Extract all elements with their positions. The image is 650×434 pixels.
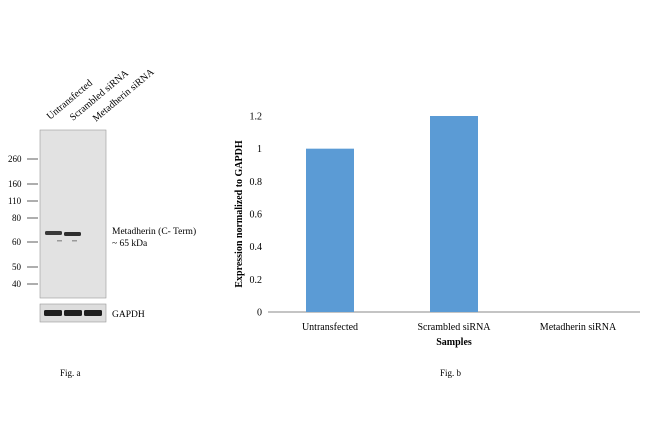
marker-label: 110 (8, 196, 22, 206)
blot-membrane (39, 129, 107, 299)
y-tick-label: 0 (257, 308, 262, 319)
gapdh-label: GAPDH (112, 310, 145, 320)
marker-label: 160 (8, 179, 22, 189)
marker-label: 260 (8, 154, 22, 164)
band-untransfected (45, 231, 62, 235)
x-axis-label: Samples (436, 337, 472, 348)
gapdh-band-2 (64, 310, 82, 316)
gapdh-band-3 (84, 310, 102, 316)
band-faint-1 (57, 240, 62, 242)
fig-b-caption: Fig. b (440, 368, 462, 378)
bars (306, 116, 478, 312)
y-tick-label: 0.2 (250, 275, 263, 286)
band-label: Metadherin (C- Term) (112, 226, 196, 237)
x-category-label: Scrambled siRNA (417, 322, 491, 333)
target-bands (45, 231, 81, 242)
mw-markers: 260 160 110 80 60 50 40 (8, 154, 38, 289)
x-axis-categories: Untransfected Scrambled siRNA Metadherin s… (302, 322, 617, 333)
y-axis-ticks: 0 0.2 0.4 0.6 0.8 1 1.2 (250, 112, 263, 319)
x-category-label: Untransfected (302, 322, 358, 333)
y-axis-label: Expression normalized to GAPDH (234, 140, 245, 288)
band-faint-2 (72, 240, 77, 242)
gapdh-band-1 (44, 310, 62, 316)
marker-label: 60 (12, 237, 22, 247)
y-tick-label: 0.4 (250, 242, 263, 253)
marker-label: 50 (12, 262, 22, 272)
band-scrambled (64, 232, 81, 236)
bar-2 (430, 116, 478, 312)
marker-label: 80 (12, 213, 22, 223)
western-blot-panel: Untransfected Scrambled siRNA Metadherin… (8, 66, 196, 378)
bar-chart-panel: Expression normalized to GAPDH 0 0.2 0.4 0.… (234, 112, 640, 378)
y-tick-label: 0.8 (250, 177, 263, 188)
y-tick-label: 1.2 (250, 112, 263, 123)
marker-label: 40 (12, 279, 22, 289)
y-tick-label: 0.6 (250, 210, 263, 221)
fig-a-caption: Fig. a (60, 368, 81, 378)
band-size-label: ~ 65 kDa (112, 239, 148, 249)
x-category-label: Metadherin siRNA (540, 322, 617, 333)
bar-1 (306, 148, 354, 312)
y-tick-label: 1 (257, 144, 262, 155)
